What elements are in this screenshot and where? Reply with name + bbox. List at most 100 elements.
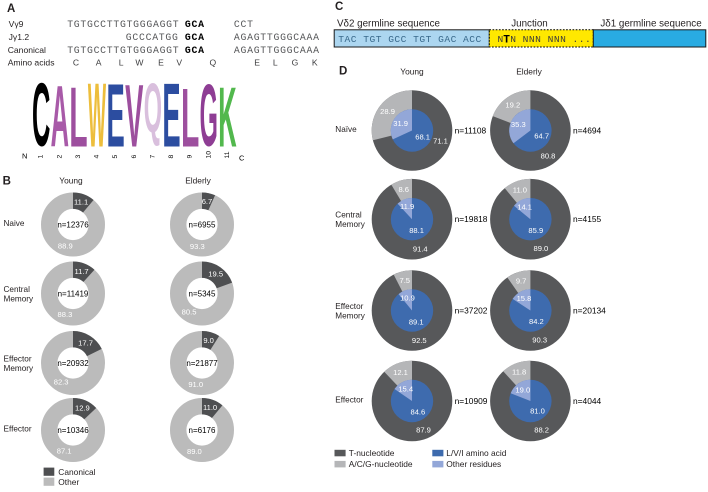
svg-text:C: C (239, 154, 245, 163)
svg-text:2: 2 (56, 155, 63, 159)
svg-text:87.1: 87.1 (57, 446, 72, 455)
svg-text:n=20134: n=20134 (573, 306, 606, 316)
svg-text:89.0: 89.0 (534, 244, 549, 253)
svg-text:n=4155: n=4155 (573, 214, 602, 224)
svg-text:n=20932: n=20932 (57, 359, 89, 368)
svg-text:11.1: 11.1 (74, 198, 88, 207)
svg-text:n=5345: n=5345 (189, 289, 216, 298)
svg-text:n=10346: n=10346 (57, 426, 89, 435)
svg-text:L: L (119, 58, 124, 68)
svg-text:Young: Young (59, 176, 83, 186)
svg-text:Elderly: Elderly (185, 176, 211, 186)
svg-text:87.9: 87.9 (416, 425, 431, 434)
svg-text:D: D (339, 66, 347, 78)
svg-text:Effector: Effector (335, 302, 363, 311)
svg-text:1: 1 (38, 155, 45, 159)
svg-text:N: N (22, 152, 27, 161)
svg-text:G: G (200, 65, 218, 165)
svg-text:L: L (273, 58, 278, 68)
svg-text:n=19818: n=19818 (455, 214, 488, 224)
svg-text:AGAGTTGGGCAAA: AGAGTTGGGCAAA (234, 45, 320, 56)
svg-text:Other: Other (58, 477, 79, 487)
svg-text:89.1: 89.1 (409, 318, 424, 327)
svg-text:3: 3 (75, 155, 82, 159)
svg-text:31.9: 31.9 (393, 119, 408, 128)
svg-text:88.1: 88.1 (409, 226, 424, 235)
svg-text:Canonical: Canonical (8, 45, 46, 55)
svg-text:n=21877: n=21877 (186, 359, 218, 368)
svg-text:C: C (335, 1, 343, 13)
svg-text:12.1: 12.1 (393, 368, 408, 377)
svg-text:A: A (7, 3, 15, 15)
svg-text:89.0: 89.0 (187, 447, 202, 456)
svg-text:Junction: Junction (511, 18, 548, 29)
svg-text:11.0: 11.0 (203, 403, 217, 412)
svg-text:5: 5 (112, 155, 119, 159)
svg-text:15.4: 15.4 (398, 385, 413, 394)
svg-text:71.1: 71.1 (433, 137, 448, 146)
svg-text:n=6955: n=6955 (189, 220, 216, 229)
svg-text:4: 4 (94, 155, 101, 159)
svg-text:14.1: 14.1 (517, 203, 532, 212)
svg-text:28.9: 28.9 (380, 107, 395, 116)
svg-text:84.2: 84.2 (529, 317, 544, 326)
svg-text:GCCCATGG: GCCCATGG (126, 32, 179, 43)
svg-text:88.3: 88.3 (58, 310, 73, 319)
svg-text:64.7: 64.7 (534, 131, 549, 140)
svg-text:N: N (498, 34, 504, 45)
svg-text:11: 11 (224, 151, 231, 158)
svg-text:E: E (254, 58, 260, 68)
svg-text:Memory: Memory (4, 364, 34, 373)
svg-text:A: A (96, 58, 102, 68)
svg-text:E: E (158, 58, 164, 68)
svg-text:80.8: 80.8 (541, 152, 556, 161)
svg-text:Naive: Naive (4, 219, 25, 228)
svg-text:Vγ9: Vγ9 (9, 19, 24, 29)
svg-text:Memory: Memory (335, 220, 365, 229)
svg-text:Naïve: Naïve (335, 125, 357, 134)
svg-text:n=11419: n=11419 (58, 289, 89, 298)
svg-text:GCA: GCA (185, 32, 205, 43)
svg-text:19.2: 19.2 (505, 101, 520, 110)
svg-text:N NNN NNN ...: N NNN NNN ... (510, 34, 591, 45)
svg-text:10: 10 (205, 151, 212, 159)
svg-text:Central: Central (335, 211, 362, 220)
svg-text:6: 6 (131, 155, 138, 159)
svg-text:n=37202: n=37202 (455, 306, 488, 316)
svg-text:K: K (312, 58, 318, 68)
svg-text:W: W (88, 63, 106, 165)
svg-text:Q: Q (144, 69, 162, 148)
svg-text:91.0: 91.0 (188, 380, 203, 389)
svg-text:B: B (3, 176, 11, 188)
svg-text:68.1: 68.1 (415, 132, 430, 141)
svg-text:Vδ2 germline sequence: Vδ2 germline sequence (337, 18, 440, 29)
svg-text:10.9: 10.9 (400, 293, 415, 302)
svg-text:Elderly: Elderly (516, 67, 542, 77)
svg-text:12.9: 12.9 (75, 404, 90, 413)
svg-text:9: 9 (187, 155, 194, 159)
svg-text:7.5: 7.5 (399, 276, 410, 285)
svg-text:GCA: GCA (185, 19, 205, 30)
svg-text:88.9: 88.9 (58, 241, 73, 250)
svg-text:93.3: 93.3 (190, 242, 205, 251)
svg-text:91.4: 91.4 (413, 245, 428, 254)
svg-text:TGTGCCTTGTGGGAGGT: TGTGCCTTGTGGGAGGT (67, 19, 179, 30)
svg-text:Effector: Effector (4, 425, 32, 434)
svg-text:11.8: 11.8 (512, 368, 526, 377)
svg-text:n=4044: n=4044 (573, 396, 602, 406)
svg-text:15.8: 15.8 (517, 294, 532, 303)
svg-text:9.7: 9.7 (516, 277, 527, 286)
svg-text:A/C/G-nucleotide: A/C/G-nucleotide (349, 459, 413, 469)
svg-text:E: E (107, 66, 125, 166)
svg-text:T-nucleotide: T-nucleotide (349, 448, 395, 458)
svg-text:Central: Central (4, 285, 31, 294)
svg-text:90.3: 90.3 (532, 336, 547, 345)
svg-text:Amino acids: Amino acids (8, 58, 55, 68)
svg-text:80.5: 80.5 (182, 308, 197, 317)
svg-text:V: V (176, 58, 182, 68)
svg-text:TAC TGT GCC TGT GAC ACC: TAC TGT GCC TGT GAC ACC (338, 34, 481, 45)
svg-text:Effector: Effector (4, 355, 32, 364)
svg-text:L/V/I amino acid: L/V/I amino acid (446, 448, 506, 458)
svg-text:K: K (218, 70, 236, 165)
svg-text:L: L (181, 72, 199, 165)
